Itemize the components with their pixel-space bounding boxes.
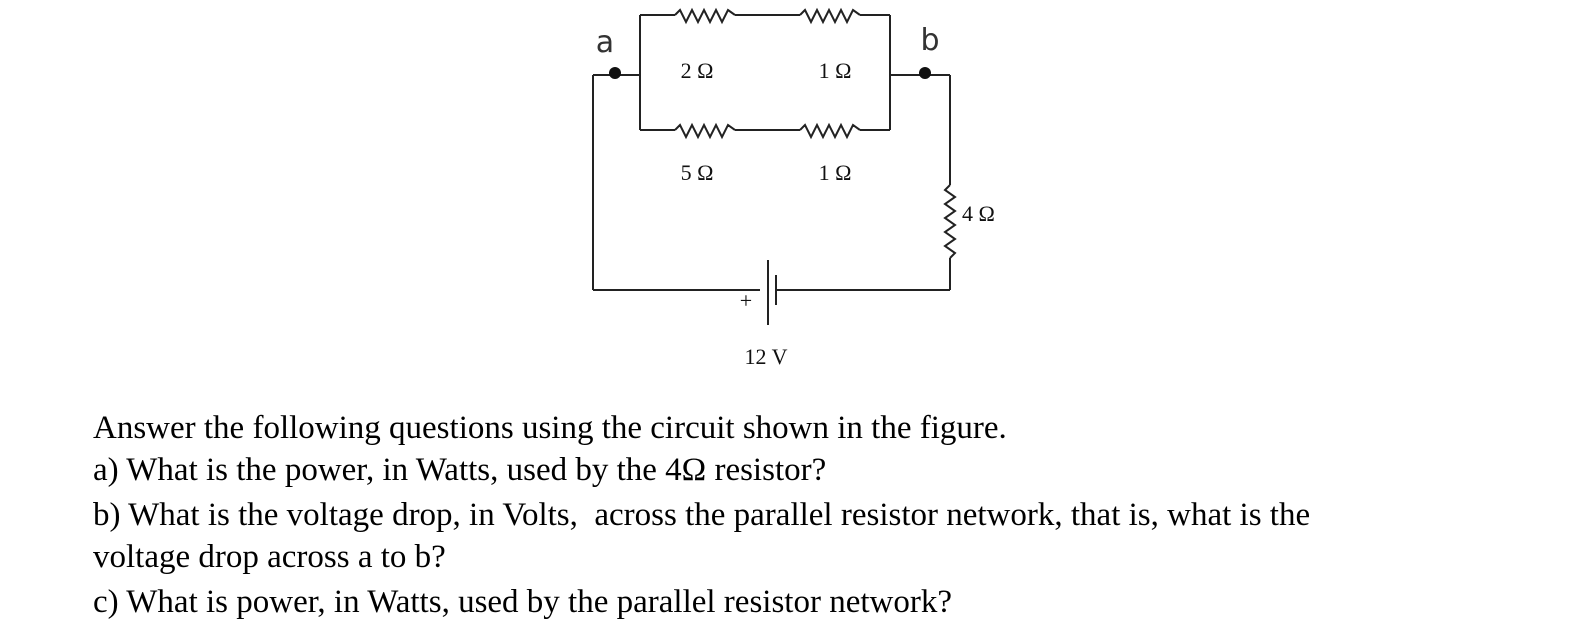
resistor-label: 1 Ω <box>819 58 852 83</box>
question-line: b) What is the voltage drop, in Volts, a… <box>93 497 1311 533</box>
question-line: c) What is power, in Watts, used by the … <box>93 584 952 620</box>
resistor-label: 5 Ω <box>681 160 714 185</box>
node-label: b <box>920 23 939 58</box>
resistor-label: 2 Ω <box>681 58 714 83</box>
circuit-figure: a b 2 Ω 1 Ω 5 Ω 1 Ω 4 Ω + 12 V <box>592 7 995 369</box>
question-line: voltage drop across a to b? <box>93 539 446 575</box>
question-intro: Answer the following questions using the… <box>93 410 1007 446</box>
node-label: a <box>596 25 614 60</box>
battery-polarity: + <box>740 288 752 313</box>
resistor-label: 4 Ω <box>962 201 995 226</box>
battery-label: 12 V <box>745 344 788 369</box>
question-line: a) What is the power, in Watts, used by … <box>93 452 827 488</box>
resistor-label: 1 Ω <box>819 160 852 185</box>
